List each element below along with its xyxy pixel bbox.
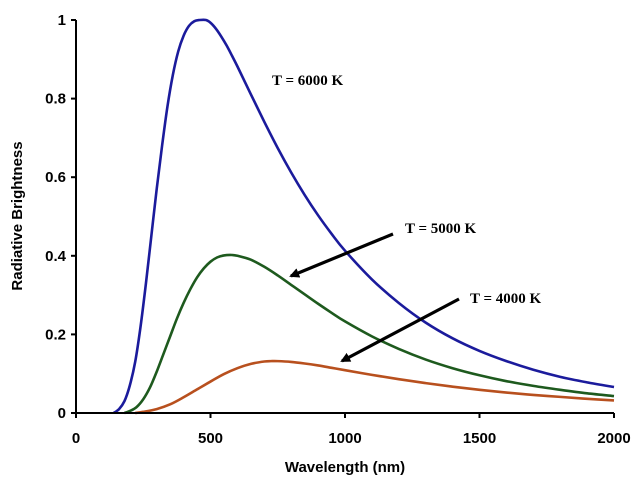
annotation-4000k: T = 4000 K [470, 291, 542, 307]
y-tick-label: 0.2 [45, 326, 66, 343]
annotation-5000k: T = 5000 K [405, 221, 477, 237]
arrow-4000k [340, 297, 460, 363]
x-tick-label: 2000 [597, 430, 630, 447]
series-6000k-line [112, 18, 615, 415]
x-tick-label: 0 [72, 430, 80, 447]
y-tick-label: 0 [58, 405, 66, 422]
curves-layer [112, 18, 615, 415]
series-5000k-line [123, 253, 615, 415]
y-tick-label: 0.8 [45, 91, 66, 108]
x-tick-label: 1000 [328, 430, 361, 447]
x-ticks: 0 500 1000 1500 2000 [72, 413, 631, 447]
annotation-6000k: T = 6000 K [272, 73, 344, 89]
x-tick-label: 500 [198, 430, 223, 447]
x-tick-label: 1500 [463, 430, 496, 447]
arrow-5000k [289, 232, 394, 278]
y-tick-label: 0.6 [45, 169, 66, 186]
x-axis-title: Wavelength (nm) [285, 459, 405, 476]
series-4000k-line [134, 359, 615, 415]
y-axis-title: Radiative Brightness [9, 141, 26, 290]
y-ticks: 0 0.2 0.4 0.6 0.8 1 [45, 12, 76, 422]
y-tick-label: 0.4 [45, 248, 67, 265]
y-tick-label: 1 [58, 12, 66, 29]
